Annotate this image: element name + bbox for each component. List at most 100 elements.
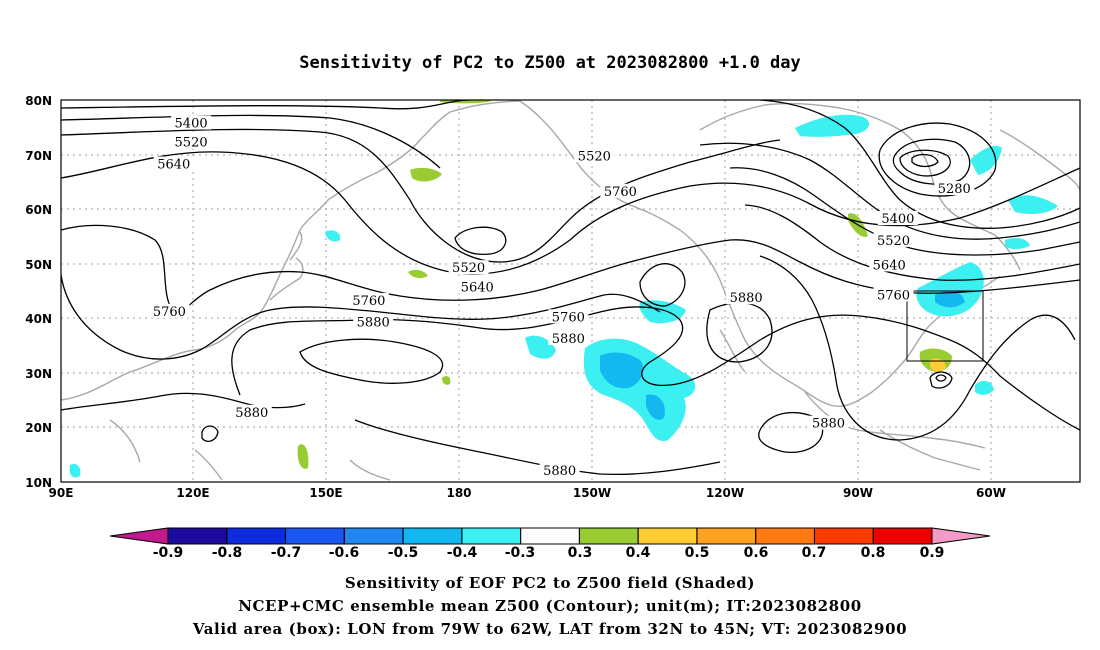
sensitivity-patch <box>1008 195 1058 214</box>
longitude-labels: 90E 120E 150E 180 150W 120W 90W 60W <box>49 486 1006 500</box>
colorbar-swatch <box>344 528 404 544</box>
colorbar-label: 0.4 <box>626 545 651 561</box>
colorbar: -0.9 -0.8 -0.7 -0.6 -0.5 -0.4 -0.3 0.3 0… <box>109 527 991 561</box>
contour-label: 5520 <box>452 261 485 276</box>
sensitivity-patch <box>916 262 984 317</box>
lat-tick-label: 50N <box>25 258 52 272</box>
colorbar-low-end <box>109 527 169 545</box>
sensitivity-patch <box>795 114 870 137</box>
colorbar-swatch <box>403 528 462 544</box>
colorbar-label: 0.7 <box>802 545 827 561</box>
contour-label-bg <box>574 148 615 163</box>
colorbar-label: 0.3 <box>568 545 593 561</box>
contour-label-bg <box>448 260 489 275</box>
sensitivity-patch <box>69 464 81 478</box>
contour-label-bg <box>171 134 212 149</box>
sensitivity-patch <box>440 100 492 104</box>
lat-tick-label: 80N <box>25 94 52 108</box>
colorbar-label: 0.9 <box>920 545 945 561</box>
colorbar-labels: -0.9 -0.8 -0.7 -0.6 -0.5 -0.4 -0.3 0.3 0… <box>153 545 945 561</box>
lon-tick-label: 90W <box>843 486 873 500</box>
lon-tick-label: 120E <box>176 486 209 500</box>
colorbar-label: -0.8 <box>212 545 243 561</box>
sensitivity-patch <box>408 269 428 279</box>
colorbar-label: -0.6 <box>329 545 360 561</box>
contour-label: 5880 <box>357 316 390 331</box>
contour-label: 5880 <box>235 406 268 421</box>
contour-label: 5880 <box>552 332 585 347</box>
contour-label-bg <box>548 331 589 346</box>
sensitivity-patch <box>583 338 696 441</box>
lon-tick-label: 60W <box>976 486 1006 500</box>
contour-label: 5400 <box>881 212 914 227</box>
lat-tick-label: 60N <box>25 203 52 217</box>
contour-label: 5880 <box>812 417 845 432</box>
colorbar-swatch <box>814 528 874 544</box>
colorbar-label: -0.5 <box>388 545 419 561</box>
contour-label: 5880 <box>730 291 763 306</box>
lat-lon-grid <box>61 100 1080 482</box>
sensitivity-patch <box>525 335 556 359</box>
map-plot-area: 5400 5520 5640 5760 5880 5760 5880 5520 5640 5520… <box>61 100 1080 482</box>
map-frame <box>60 99 1081 483</box>
sensitivity-patch <box>935 290 965 308</box>
contour-label-bg <box>873 232 914 247</box>
contour-label: 5640 <box>157 157 190 172</box>
colorbar-swatch <box>638 528 697 544</box>
colorbar-swatch <box>755 528 815 544</box>
lon-tick-label: 150E <box>309 486 342 500</box>
colorbar-label: 0.5 <box>685 545 710 561</box>
contour-label-bg <box>539 463 580 478</box>
contour-label: 5640 <box>873 258 906 273</box>
contour-label-bg <box>934 181 975 196</box>
colorbar-swatch <box>520 528 580 544</box>
contour-label-bg <box>353 314 394 329</box>
contour-label-bg <box>153 156 194 171</box>
figure-title: Sensitivity of PC2 to Z500 at 2023082800… <box>299 53 801 73</box>
contour-label-bg <box>726 290 767 305</box>
sensitivity-patch <box>442 376 451 385</box>
contour-label-bg <box>808 415 849 430</box>
contour-label: 5640 <box>461 280 494 295</box>
contour-label: 5760 <box>153 305 186 320</box>
contour-label-bg <box>873 287 914 302</box>
colorbar-high-end <box>931 527 991 545</box>
lon-tick-label: 180 <box>446 486 471 500</box>
colorbar-swatch <box>579 528 639 544</box>
colorbar-swatch <box>285 528 345 544</box>
sensitivity-patch <box>970 145 1002 175</box>
colorbar-label: -0.4 <box>447 545 478 561</box>
colorbar-swatch <box>461 528 521 544</box>
lat-tick-label: 30N <box>25 367 52 381</box>
lon-tick-label: 150W <box>573 486 611 500</box>
contour-label-bg <box>600 183 641 198</box>
sensitivity-patch <box>297 444 309 469</box>
figure-caption: Sensitivity of EOF PC2 to Z500 field (Sh… <box>192 574 907 638</box>
caption-line-2: NCEP+CMC ensemble mean Z500 (Contour); u… <box>238 597 862 615</box>
colorbar-swatch <box>226 528 286 544</box>
colorbar-label: 0.6 <box>744 545 769 561</box>
contour-label-bg <box>231 404 272 419</box>
contour-label: 5280 <box>938 182 971 197</box>
sensitivity-patch <box>930 358 946 372</box>
lat-tick-label: 10N <box>25 476 52 490</box>
contour-label: 5760 <box>352 294 385 309</box>
sensitivity-patch <box>1005 238 1030 249</box>
latitude-labels: 80N 70N 60N 50N 40N 30N 20N 10N <box>25 94 52 490</box>
contour-label: 5520 <box>877 234 910 249</box>
sensitivity-patch <box>975 380 994 395</box>
lat-tick-label: 20N <box>25 421 52 435</box>
contour-label-bg <box>877 211 918 226</box>
sensitivity-patch <box>325 230 341 242</box>
colorbar-swatch-outline <box>872 527 933 545</box>
contour-label-bg <box>149 303 190 318</box>
sensitivity-shading <box>69 100 1058 478</box>
contour-label: 5760 <box>604 185 637 200</box>
lon-tick-label: 90E <box>49 486 74 500</box>
contour-label: 5760 <box>877 288 910 303</box>
caption-line-1: Sensitivity of EOF PC2 to Z500 field (Sh… <box>345 574 755 592</box>
colorbar-label: 0.8 <box>861 545 886 561</box>
contour-label-bg <box>457 279 498 294</box>
contour-label: 5880 <box>543 464 576 479</box>
